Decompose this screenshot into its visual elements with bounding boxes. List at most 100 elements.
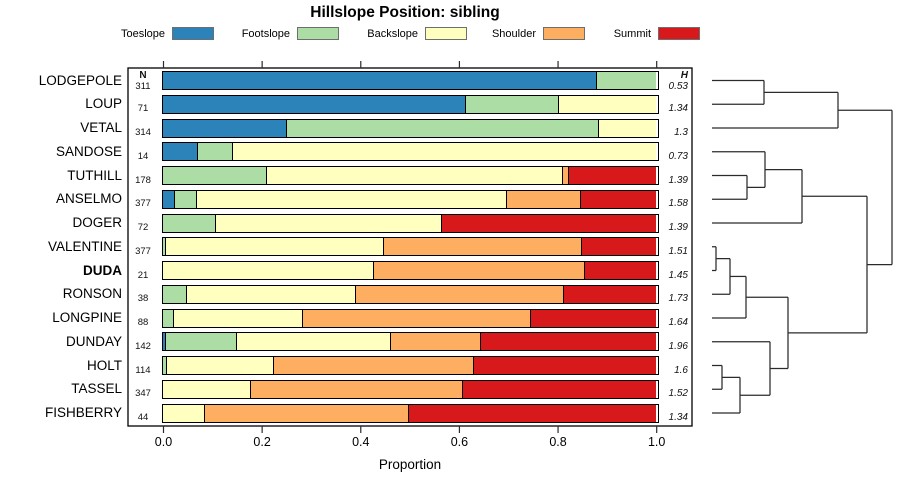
row-label-doger: DOGER: [72, 215, 122, 230]
bar-segment-toeslope: [162, 72, 597, 89]
bar-segment-backslope: [215, 214, 443, 232]
legend-swatch-backslope: [425, 27, 467, 40]
row-label-fishberry: FISHBERRY: [44, 405, 122, 420]
bar-segment-summit: [480, 333, 656, 351]
legend-label-footslope: Footslope: [241, 28, 290, 40]
bar-segment-footslope: [597, 72, 656, 89]
bar-segment-summit: [563, 285, 656, 303]
bar-segment-backslope: [162, 262, 374, 279]
bar-segment-summit: [530, 309, 656, 327]
shannon-h-value-tuthill: 1.39: [668, 174, 688, 186]
row-label-sandose: SANDOSE: [55, 143, 122, 159]
chart-title: Hillslope Position: sibling: [310, 4, 500, 21]
legend-swatch-shoulder: [543, 27, 585, 40]
bar-segment-shoulder: [204, 404, 410, 422]
n-value-fishberry: 44: [137, 412, 149, 423]
legend-swatch-summit: [658, 27, 700, 40]
legend-label-shoulder: Shoulder: [491, 28, 536, 40]
bar-segment-shoulder: [302, 309, 531, 327]
bar-segment-backslope: [558, 95, 656, 113]
legend-swatch-toeslope: [172, 27, 214, 40]
bar-segment-summit: [442, 214, 656, 232]
bar-sandose: [161, 142, 659, 162]
shannon-h-value-sandose: 0.73: [668, 150, 688, 162]
bar-segment-backslope: [237, 333, 391, 351]
bar-segment-backslope: [598, 119, 656, 137]
shannon-h-value-duda: 1.45: [668, 269, 688, 281]
n-value-ronson: 38: [137, 293, 149, 305]
shannon-h-value-vetal: 1.3: [674, 127, 688, 138]
x-tick-label-0.4: 0.4: [352, 435, 370, 449]
bar-lodgepole: [161, 71, 659, 90]
bar-segment-backslope: [267, 167, 563, 184]
row-label-ronson: RONSON: [62, 286, 122, 302]
row-label-vetal: VETAL: [80, 120, 122, 135]
bar-tuthill: [161, 166, 659, 185]
bar-segment-summit: [585, 262, 656, 279]
row-label-lodgepole: LODGEPOLE: [38, 72, 122, 88]
row-label-valentine: VALENTINE: [47, 238, 122, 254]
n-value-anselmo: 377: [135, 198, 151, 210]
legend-label-toeslope: Toeslope: [120, 28, 165, 40]
row-label-loup: LOUP: [85, 96, 122, 112]
bar-segment-shoulder: [507, 190, 581, 208]
bar-segment-footslope: [287, 119, 599, 137]
bar-segment-shoulder: [562, 167, 569, 184]
n-value-duda: 21: [137, 269, 149, 281]
bar-segment-shoulder: [373, 262, 586, 279]
bar-fishberry: [161, 403, 659, 423]
shannon-h-value-holt: 1.6: [674, 364, 688, 376]
bar-segment-summit: [580, 190, 656, 208]
legend-label-backslope: Backslope: [367, 28, 418, 40]
shannon-h-value-dunday: 1.96: [668, 340, 688, 352]
bar-segment-backslope: [162, 404, 205, 422]
bar-tassel: [161, 379, 659, 399]
bar-segment-footslope: [166, 333, 238, 351]
x-tick-label-0.2: 0.2: [253, 435, 271, 449]
n-value-valentine: 377: [135, 245, 151, 257]
n-value-holt: 114: [135, 364, 151, 376]
shannon-h-value-fishberry: 1.34: [668, 412, 688, 423]
row-label-holt: HOLT: [86, 357, 122, 373]
bar-segment-backslope: [232, 143, 656, 161]
bar-segment-footslope: [197, 143, 233, 161]
shannon-h-value-valentine: 1.51: [668, 245, 688, 257]
shannon-h-value-ronson: 1.73: [668, 293, 688, 305]
bar-dunday: [161, 332, 659, 352]
bar-segment-shoulder: [250, 380, 464, 398]
bar-loup: [161, 94, 659, 114]
legend-label-summit: Summit: [613, 28, 651, 40]
bar-segment-backslope: [166, 357, 274, 374]
n-value-vetal: 314: [135, 127, 151, 138]
bar-segment-footslope: [174, 190, 197, 208]
shannon-h-value-tassel: 1.52: [668, 388, 688, 400]
n-value-longpine: 88: [137, 317, 149, 328]
bar-longpine: [161, 308, 659, 328]
bar-segment-shoulder: [390, 333, 481, 351]
bar-segment-toeslope: [162, 95, 466, 113]
bar-segment-backslope: [196, 190, 508, 208]
bar-segment-summit: [582, 238, 656, 256]
row-label-tassel: TASSEL: [71, 381, 122, 397]
x-tick-label-1.0: 1.0: [647, 435, 666, 449]
bar-segment-shoulder: [274, 357, 475, 374]
bar-doger: [161, 213, 659, 233]
n-value-lodgepole: N 311: [121, 70, 165, 92]
bar-segment-toeslope: [162, 143, 198, 161]
bar-segment-footslope: [465, 95, 559, 113]
bar-duda: [161, 261, 659, 280]
row-label-anselmo: ANSELMO: [55, 191, 122, 207]
row-label-duda: DUDA: [83, 262, 122, 278]
bar-segment-footslope: [162, 214, 216, 232]
bar-segment-shoulder: [356, 285, 564, 303]
n-value-doger: 72: [137, 222, 149, 233]
bar-segment-footslope: [162, 309, 174, 327]
h-column-header: H: [680, 69, 688, 81]
bar-vetal: [161, 118, 659, 138]
bar-segment-toeslope: [162, 119, 288, 137]
x-tick-label-0.8: 0.8: [549, 435, 567, 449]
n-value-tuthill: 178: [135, 174, 151, 186]
bar-anselmo: [161, 189, 659, 209]
bar-holt: [161, 356, 659, 375]
